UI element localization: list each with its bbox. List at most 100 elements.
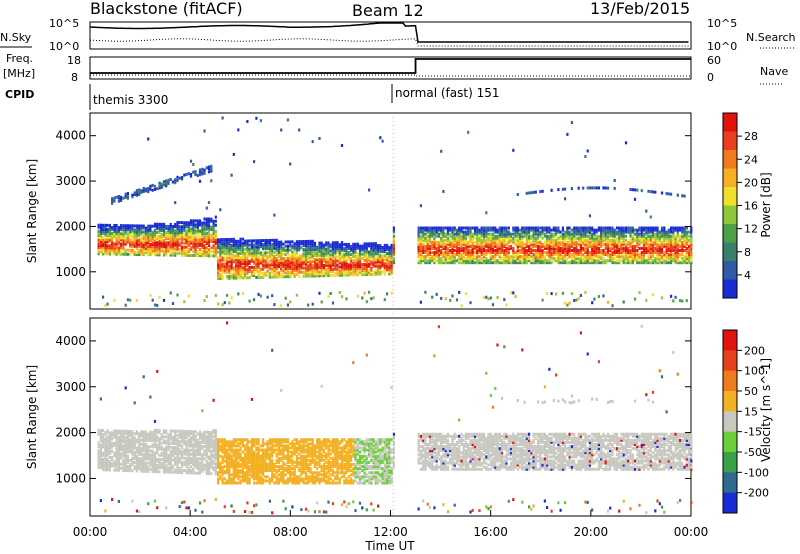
power-cell — [431, 251, 434, 254]
power-cell — [489, 232, 492, 236]
power-cell — [253, 267, 256, 271]
power-cell — [171, 235, 175, 239]
velocity-cell — [176, 470, 179, 474]
power-cell — [205, 240, 208, 243]
power-cell — [334, 267, 337, 271]
power-cell — [162, 241, 166, 245]
power-cell — [422, 238, 425, 242]
power-cell — [426, 234, 429, 238]
power-cell — [167, 249, 170, 253]
velocity-cell — [124, 448, 127, 452]
power-cell — [244, 253, 247, 257]
power-cell — [586, 226, 589, 230]
velocity-cell — [156, 468, 159, 472]
velocity-cell — [165, 431, 168, 435]
power-cell — [368, 250, 371, 254]
velocity-cell — [171, 454, 175, 458]
power-cell — [176, 179, 179, 182]
power-cell — [557, 259, 560, 263]
velocity-cell — [210, 466, 213, 469]
power-cell — [417, 242, 420, 246]
power-cell — [476, 228, 479, 232]
velocity-cell — [138, 453, 141, 456]
power-cell — [494, 249, 497, 252]
power-cell — [126, 248, 129, 252]
power-cell — [539, 230, 542, 234]
power-cell — [144, 189, 147, 193]
power-cell — [286, 258, 289, 262]
power-cell — [674, 259, 677, 263]
power-cell — [219, 258, 222, 262]
power-cell — [388, 260, 391, 264]
power-cell — [171, 241, 175, 245]
power-cell — [543, 259, 546, 263]
power-cell — [379, 250, 382, 254]
power-cell — [311, 256, 314, 260]
power-cell — [135, 193, 138, 197]
power-cell — [325, 253, 328, 257]
power-cell — [435, 234, 438, 238]
power-cell — [455, 242, 459, 246]
power-cell — [660, 226, 664, 230]
velocity-cell — [99, 437, 102, 441]
power-cell — [250, 247, 253, 251]
power-cell — [343, 263, 346, 267]
velocity-cell — [167, 462, 170, 466]
power-cell — [667, 234, 670, 238]
power-cell — [615, 236, 619, 240]
power-cell — [176, 251, 179, 255]
power-cell — [223, 266, 226, 270]
power-cell — [683, 238, 686, 242]
power-cell — [555, 238, 558, 242]
velocity-cell — [176, 464, 179, 468]
power-cell — [433, 257, 436, 261]
power-cell — [235, 262, 238, 266]
power-cell — [622, 251, 625, 254]
power-cell — [169, 225, 172, 228]
power-cell — [374, 252, 377, 256]
velocity-cell — [187, 467, 190, 471]
velocity-cell — [120, 454, 123, 458]
power-cell — [108, 252, 111, 256]
power-cell — [593, 236, 596, 240]
power-cell — [264, 255, 267, 259]
power-cell — [528, 226, 531, 230]
power-cell — [329, 274, 332, 277]
power-cell — [588, 186, 591, 190]
power-cell — [530, 244, 533, 248]
power-cell — [469, 232, 472, 236]
power-cell — [462, 255, 465, 259]
power-cell — [244, 264, 247, 268]
power-cell — [600, 240, 603, 244]
velocity-cell — [138, 438, 141, 442]
power-cell — [246, 262, 249, 265]
power-cell — [595, 240, 598, 244]
power-cell — [424, 226, 427, 230]
velocity-cell — [183, 429, 186, 433]
power-cell — [600, 249, 603, 252]
power-cell — [588, 228, 591, 232]
velocity-cell — [113, 460, 116, 464]
power-cell — [158, 243, 161, 247]
power-cell — [446, 261, 449, 265]
power-cell — [482, 228, 486, 232]
power-cell — [424, 232, 427, 236]
power-cell — [679, 228, 682, 232]
power-cell — [158, 249, 161, 253]
power-cell — [586, 186, 589, 190]
power-cell — [358, 265, 362, 268]
power-cell — [667, 249, 670, 252]
power-cell — [198, 223, 202, 227]
power-cell — [597, 255, 600, 259]
power-cell — [320, 274, 323, 278]
power-cell — [178, 233, 181, 237]
power-cell — [503, 226, 506, 230]
power-cell — [595, 253, 598, 257]
power-cell — [113, 224, 116, 227]
power-cell — [192, 254, 195, 257]
power-cell — [147, 249, 150, 253]
power-cell — [631, 257, 634, 261]
velocity-cell — [124, 436, 127, 439]
velocity-cell — [178, 450, 181, 454]
